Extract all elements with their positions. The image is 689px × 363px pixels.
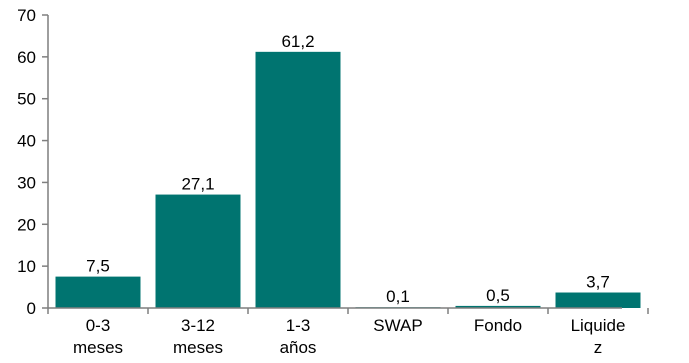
bars-group (55, 51, 641, 308)
data-label: 7,5 (86, 257, 110, 276)
y-tick-label: 40 (17, 132, 36, 151)
category-label: 0-3 meses (73, 316, 123, 357)
category-label-line: Liquide (571, 316, 626, 335)
bar (455, 305, 541, 308)
bar (155, 194, 241, 308)
data-label: 61,2 (281, 32, 314, 51)
y-tick-label: 10 (17, 257, 36, 276)
category-label-line: años (280, 338, 317, 357)
data-label: 3,7 (586, 273, 610, 292)
y-tick-label: 70 (17, 6, 36, 25)
category-label-line: Fondo (474, 316, 522, 335)
bar (55, 276, 141, 308)
x-axis: 0-3 meses 3-12 meses 1-3 años SWAP Fondo Liquide… (47, 307, 649, 357)
category-label: Liquide z (571, 316, 626, 357)
category-label-line: meses (173, 338, 223, 357)
category-label-line: 3-12 (181, 316, 215, 335)
data-label: 0,5 (486, 286, 510, 305)
category-label-line: SWAP (373, 316, 422, 335)
y-tick-label: 50 (17, 90, 36, 109)
data-label: 27,1 (181, 175, 214, 194)
y-axis: 0 10 20 30 40 50 60 70 (17, 6, 49, 318)
y-tick-label: 0 (27, 299, 36, 318)
bar (255, 51, 341, 308)
data-label: 0,1 (386, 287, 410, 306)
category-label-line: 1-3 (286, 316, 311, 335)
bar (555, 292, 641, 308)
category-label-line: z (594, 338, 603, 357)
category-label: 3-12 meses (173, 316, 223, 357)
y-tick-label: 20 (17, 215, 36, 234)
category-label-line: meses (73, 338, 123, 357)
category-label-line: 0-3 (86, 316, 111, 335)
category-label: Fondo (474, 316, 522, 335)
y-tick-label: 60 (17, 48, 36, 67)
category-label: SWAP (373, 316, 422, 335)
category-label: 1-3 años (280, 316, 317, 357)
y-tick-label: 30 (17, 173, 36, 192)
data-labels-group: 7,5 27,1 61,2 0,1 0,5 3,7 (86, 32, 610, 306)
